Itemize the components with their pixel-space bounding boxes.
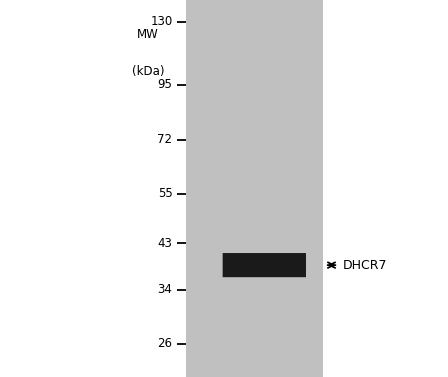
Text: 43: 43 — [158, 236, 172, 250]
Text: 72: 72 — [158, 133, 172, 146]
Text: 95: 95 — [158, 78, 172, 91]
Text: 55: 55 — [158, 187, 172, 200]
Text: 26: 26 — [158, 337, 172, 350]
Text: 34: 34 — [158, 284, 172, 296]
Bar — [186, 0, 323, 377]
FancyBboxPatch shape — [223, 253, 306, 277]
Text: MW: MW — [137, 28, 159, 41]
Text: DHCR7: DHCR7 — [343, 259, 387, 271]
Text: (kDa): (kDa) — [132, 64, 164, 78]
Text: 130: 130 — [150, 15, 172, 28]
